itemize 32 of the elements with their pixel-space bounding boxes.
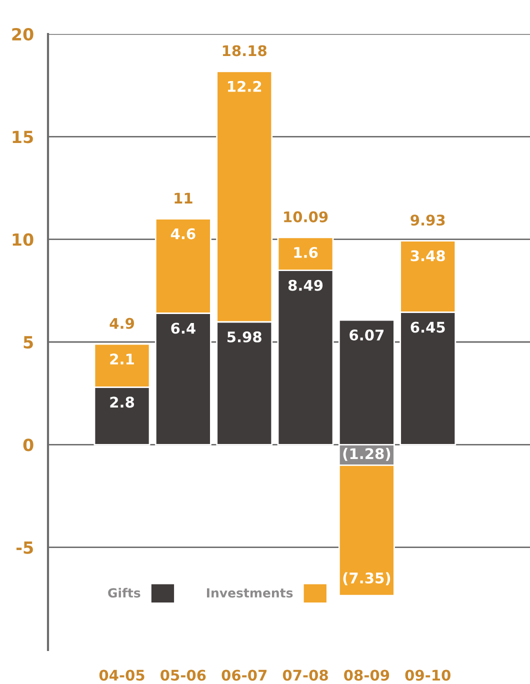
data-label: 1.6 — [294, 246, 318, 258]
total-label: 18.18 — [222, 45, 267, 56]
x-tick-label: 05-06 — [160, 670, 206, 681]
x-tick-label: 06-07 — [222, 670, 267, 681]
total-label: 9.93 — [410, 214, 445, 226]
data-label: 6.45 — [410, 322, 445, 333]
x-tick-label: 09-10 — [405, 670, 450, 681]
data-label: 2.1 — [110, 354, 134, 364]
total-label: 4.9 — [110, 318, 134, 329]
data-label: 6.07 — [350, 330, 384, 341]
y-tick-label: 15 — [12, 130, 33, 144]
y-tick-label: 10 — [12, 233, 34, 246]
data-label: 6.4 — [171, 322, 196, 334]
data-label: 12.2 — [228, 80, 262, 92]
total-label: 10.09 — [284, 211, 328, 222]
data-label: 2.8 — [110, 396, 134, 408]
total-label: 11 — [174, 192, 192, 204]
data-label: 5.98 — [227, 331, 262, 342]
data-label: 3.48 — [410, 250, 445, 262]
legend-label: Investments — [206, 588, 293, 598]
y-tick-label: 5 — [24, 336, 33, 349]
legend-label: Gifts — [108, 588, 140, 598]
x-tick-label: 07-08 — [282, 670, 328, 681]
y-tick-label: 20 — [12, 28, 34, 41]
x-tick-label: 04-05 — [99, 670, 144, 681]
data-label: (7.35) — [343, 572, 390, 586]
x-tick-label: 08-09 — [344, 670, 390, 681]
data-label: 4.6 — [170, 228, 196, 240]
y-tick-label: 0 — [23, 438, 34, 452]
data-label: 8.49 — [288, 280, 323, 291]
y-tick-label: -5 — [16, 542, 33, 554]
total-label: (1.28) — [343, 448, 390, 461]
